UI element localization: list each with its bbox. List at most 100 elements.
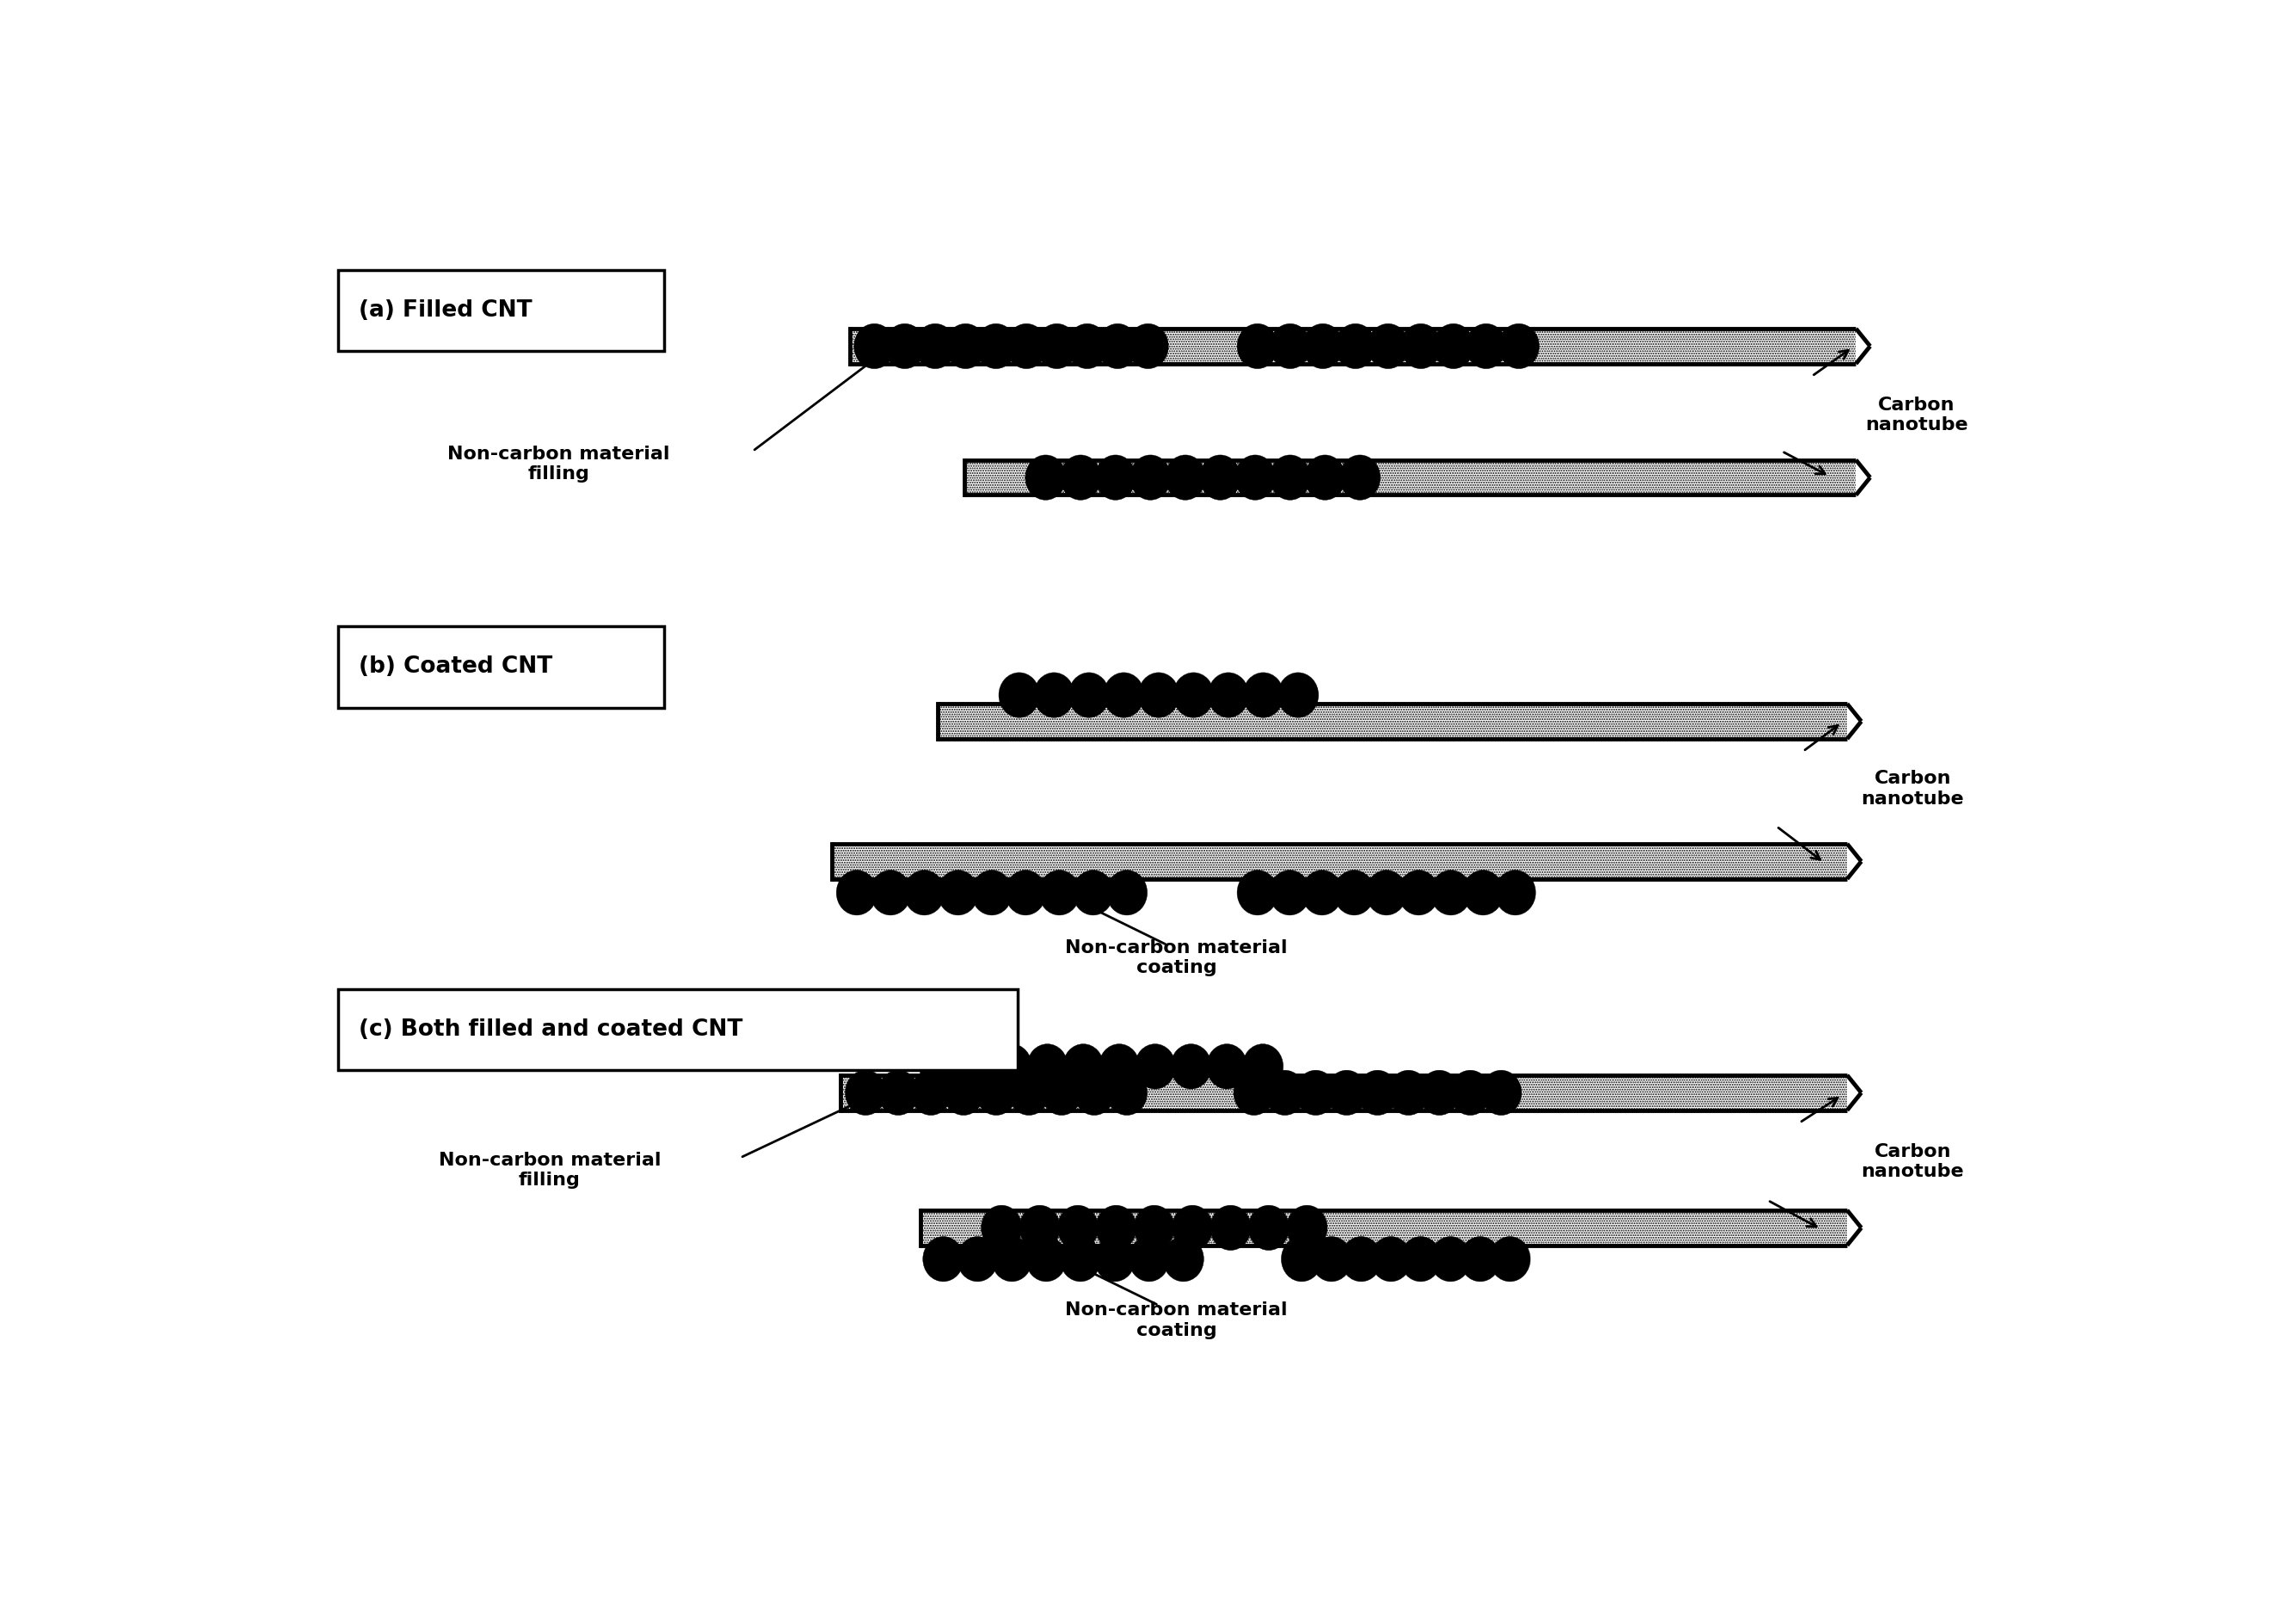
- Text: Non-carbon material
coating: Non-carbon material coating: [1066, 1302, 1287, 1338]
- Ellipse shape: [957, 1236, 998, 1281]
- Ellipse shape: [1059, 1236, 1100, 1281]
- Ellipse shape: [916, 323, 954, 369]
- Ellipse shape: [1210, 1205, 1251, 1250]
- Ellipse shape: [1098, 1044, 1139, 1090]
- Ellipse shape: [1059, 455, 1100, 500]
- Ellipse shape: [854, 323, 895, 369]
- Ellipse shape: [1431, 1236, 1472, 1281]
- Ellipse shape: [1335, 323, 1376, 369]
- Ellipse shape: [1057, 1205, 1098, 1250]
- Bar: [920, 1210, 1847, 1246]
- Ellipse shape: [1433, 323, 1474, 369]
- Text: (a) Filled CNT: (a) Filled CNT: [360, 299, 533, 322]
- Ellipse shape: [1371, 1236, 1412, 1281]
- Ellipse shape: [1269, 870, 1310, 916]
- Text: (b) Coated CNT: (b) Coated CNT: [360, 656, 554, 679]
- Ellipse shape: [1005, 870, 1046, 916]
- Ellipse shape: [991, 1044, 1032, 1090]
- Ellipse shape: [1134, 1205, 1175, 1250]
- Text: Non-carbon material
filling: Non-carbon material filling: [446, 445, 670, 482]
- Ellipse shape: [1248, 1205, 1289, 1250]
- Ellipse shape: [1171, 1044, 1212, 1090]
- Ellipse shape: [1201, 455, 1242, 500]
- Ellipse shape: [1358, 1070, 1399, 1116]
- Ellipse shape: [920, 1044, 959, 1090]
- Ellipse shape: [975, 1070, 1016, 1116]
- Ellipse shape: [1342, 1236, 1380, 1281]
- Ellipse shape: [1066, 323, 1107, 369]
- Ellipse shape: [1235, 455, 1276, 500]
- Ellipse shape: [954, 1044, 995, 1090]
- Ellipse shape: [1237, 870, 1278, 916]
- Ellipse shape: [943, 1070, 984, 1116]
- Ellipse shape: [975, 323, 1016, 369]
- Ellipse shape: [1041, 1070, 1082, 1116]
- Ellipse shape: [1431, 870, 1472, 916]
- Bar: [920, 1210, 1847, 1246]
- Ellipse shape: [1339, 455, 1380, 500]
- Ellipse shape: [1096, 455, 1137, 500]
- Ellipse shape: [877, 1070, 918, 1116]
- Ellipse shape: [1401, 1236, 1442, 1281]
- Bar: [337, 627, 665, 708]
- Ellipse shape: [1280, 1236, 1321, 1281]
- Bar: [964, 460, 1857, 495]
- Ellipse shape: [1326, 1070, 1367, 1116]
- Bar: [939, 703, 1847, 739]
- Text: (c) Both filled and coated CNT: (c) Both filled and coated CNT: [360, 1018, 743, 1041]
- Ellipse shape: [1036, 323, 1077, 369]
- Ellipse shape: [939, 870, 980, 916]
- Ellipse shape: [1164, 455, 1205, 500]
- Ellipse shape: [1007, 323, 1048, 369]
- Ellipse shape: [945, 323, 986, 369]
- Bar: [850, 328, 1857, 364]
- Ellipse shape: [1401, 323, 1442, 369]
- Ellipse shape: [845, 1070, 886, 1116]
- Ellipse shape: [1073, 1070, 1114, 1116]
- Ellipse shape: [1449, 1070, 1490, 1116]
- Ellipse shape: [1367, 323, 1408, 369]
- Ellipse shape: [1103, 672, 1144, 718]
- Ellipse shape: [1278, 672, 1319, 718]
- Bar: [939, 703, 1847, 739]
- Ellipse shape: [1287, 1205, 1328, 1250]
- Ellipse shape: [1460, 1236, 1501, 1281]
- Ellipse shape: [1073, 870, 1114, 916]
- Ellipse shape: [1068, 672, 1109, 718]
- Ellipse shape: [998, 672, 1039, 718]
- Ellipse shape: [1301, 870, 1342, 916]
- Bar: [337, 270, 665, 351]
- Ellipse shape: [1481, 1070, 1522, 1116]
- Text: Carbon
nanotube: Carbon nanotube: [1861, 770, 1964, 807]
- Ellipse shape: [1139, 672, 1180, 718]
- Ellipse shape: [1494, 870, 1535, 916]
- Ellipse shape: [1399, 870, 1440, 916]
- Text: Carbon
nanotube: Carbon nanotube: [1861, 1143, 1964, 1181]
- Ellipse shape: [1312, 1236, 1351, 1281]
- Ellipse shape: [1039, 870, 1080, 916]
- Ellipse shape: [1025, 1236, 1066, 1281]
- Ellipse shape: [1462, 870, 1503, 916]
- Ellipse shape: [1018, 1205, 1059, 1250]
- Bar: [841, 1075, 1847, 1111]
- Text: Non-carbon material
filling: Non-carbon material filling: [437, 1151, 661, 1189]
- Ellipse shape: [904, 870, 945, 916]
- Ellipse shape: [870, 870, 911, 916]
- Ellipse shape: [1419, 1070, 1460, 1116]
- Ellipse shape: [1034, 672, 1075, 718]
- Ellipse shape: [923, 1236, 964, 1281]
- Ellipse shape: [1173, 672, 1214, 718]
- Ellipse shape: [1164, 1236, 1203, 1281]
- Ellipse shape: [1096, 1205, 1137, 1250]
- Ellipse shape: [1171, 1205, 1212, 1250]
- Ellipse shape: [982, 1205, 1023, 1250]
- Ellipse shape: [1098, 323, 1139, 369]
- Ellipse shape: [1107, 1070, 1148, 1116]
- Ellipse shape: [1207, 1044, 1248, 1090]
- Ellipse shape: [1303, 323, 1344, 369]
- Ellipse shape: [1237, 323, 1278, 369]
- Ellipse shape: [1242, 1044, 1283, 1090]
- Ellipse shape: [1130, 455, 1171, 500]
- Ellipse shape: [911, 1070, 952, 1116]
- Ellipse shape: [970, 870, 1011, 916]
